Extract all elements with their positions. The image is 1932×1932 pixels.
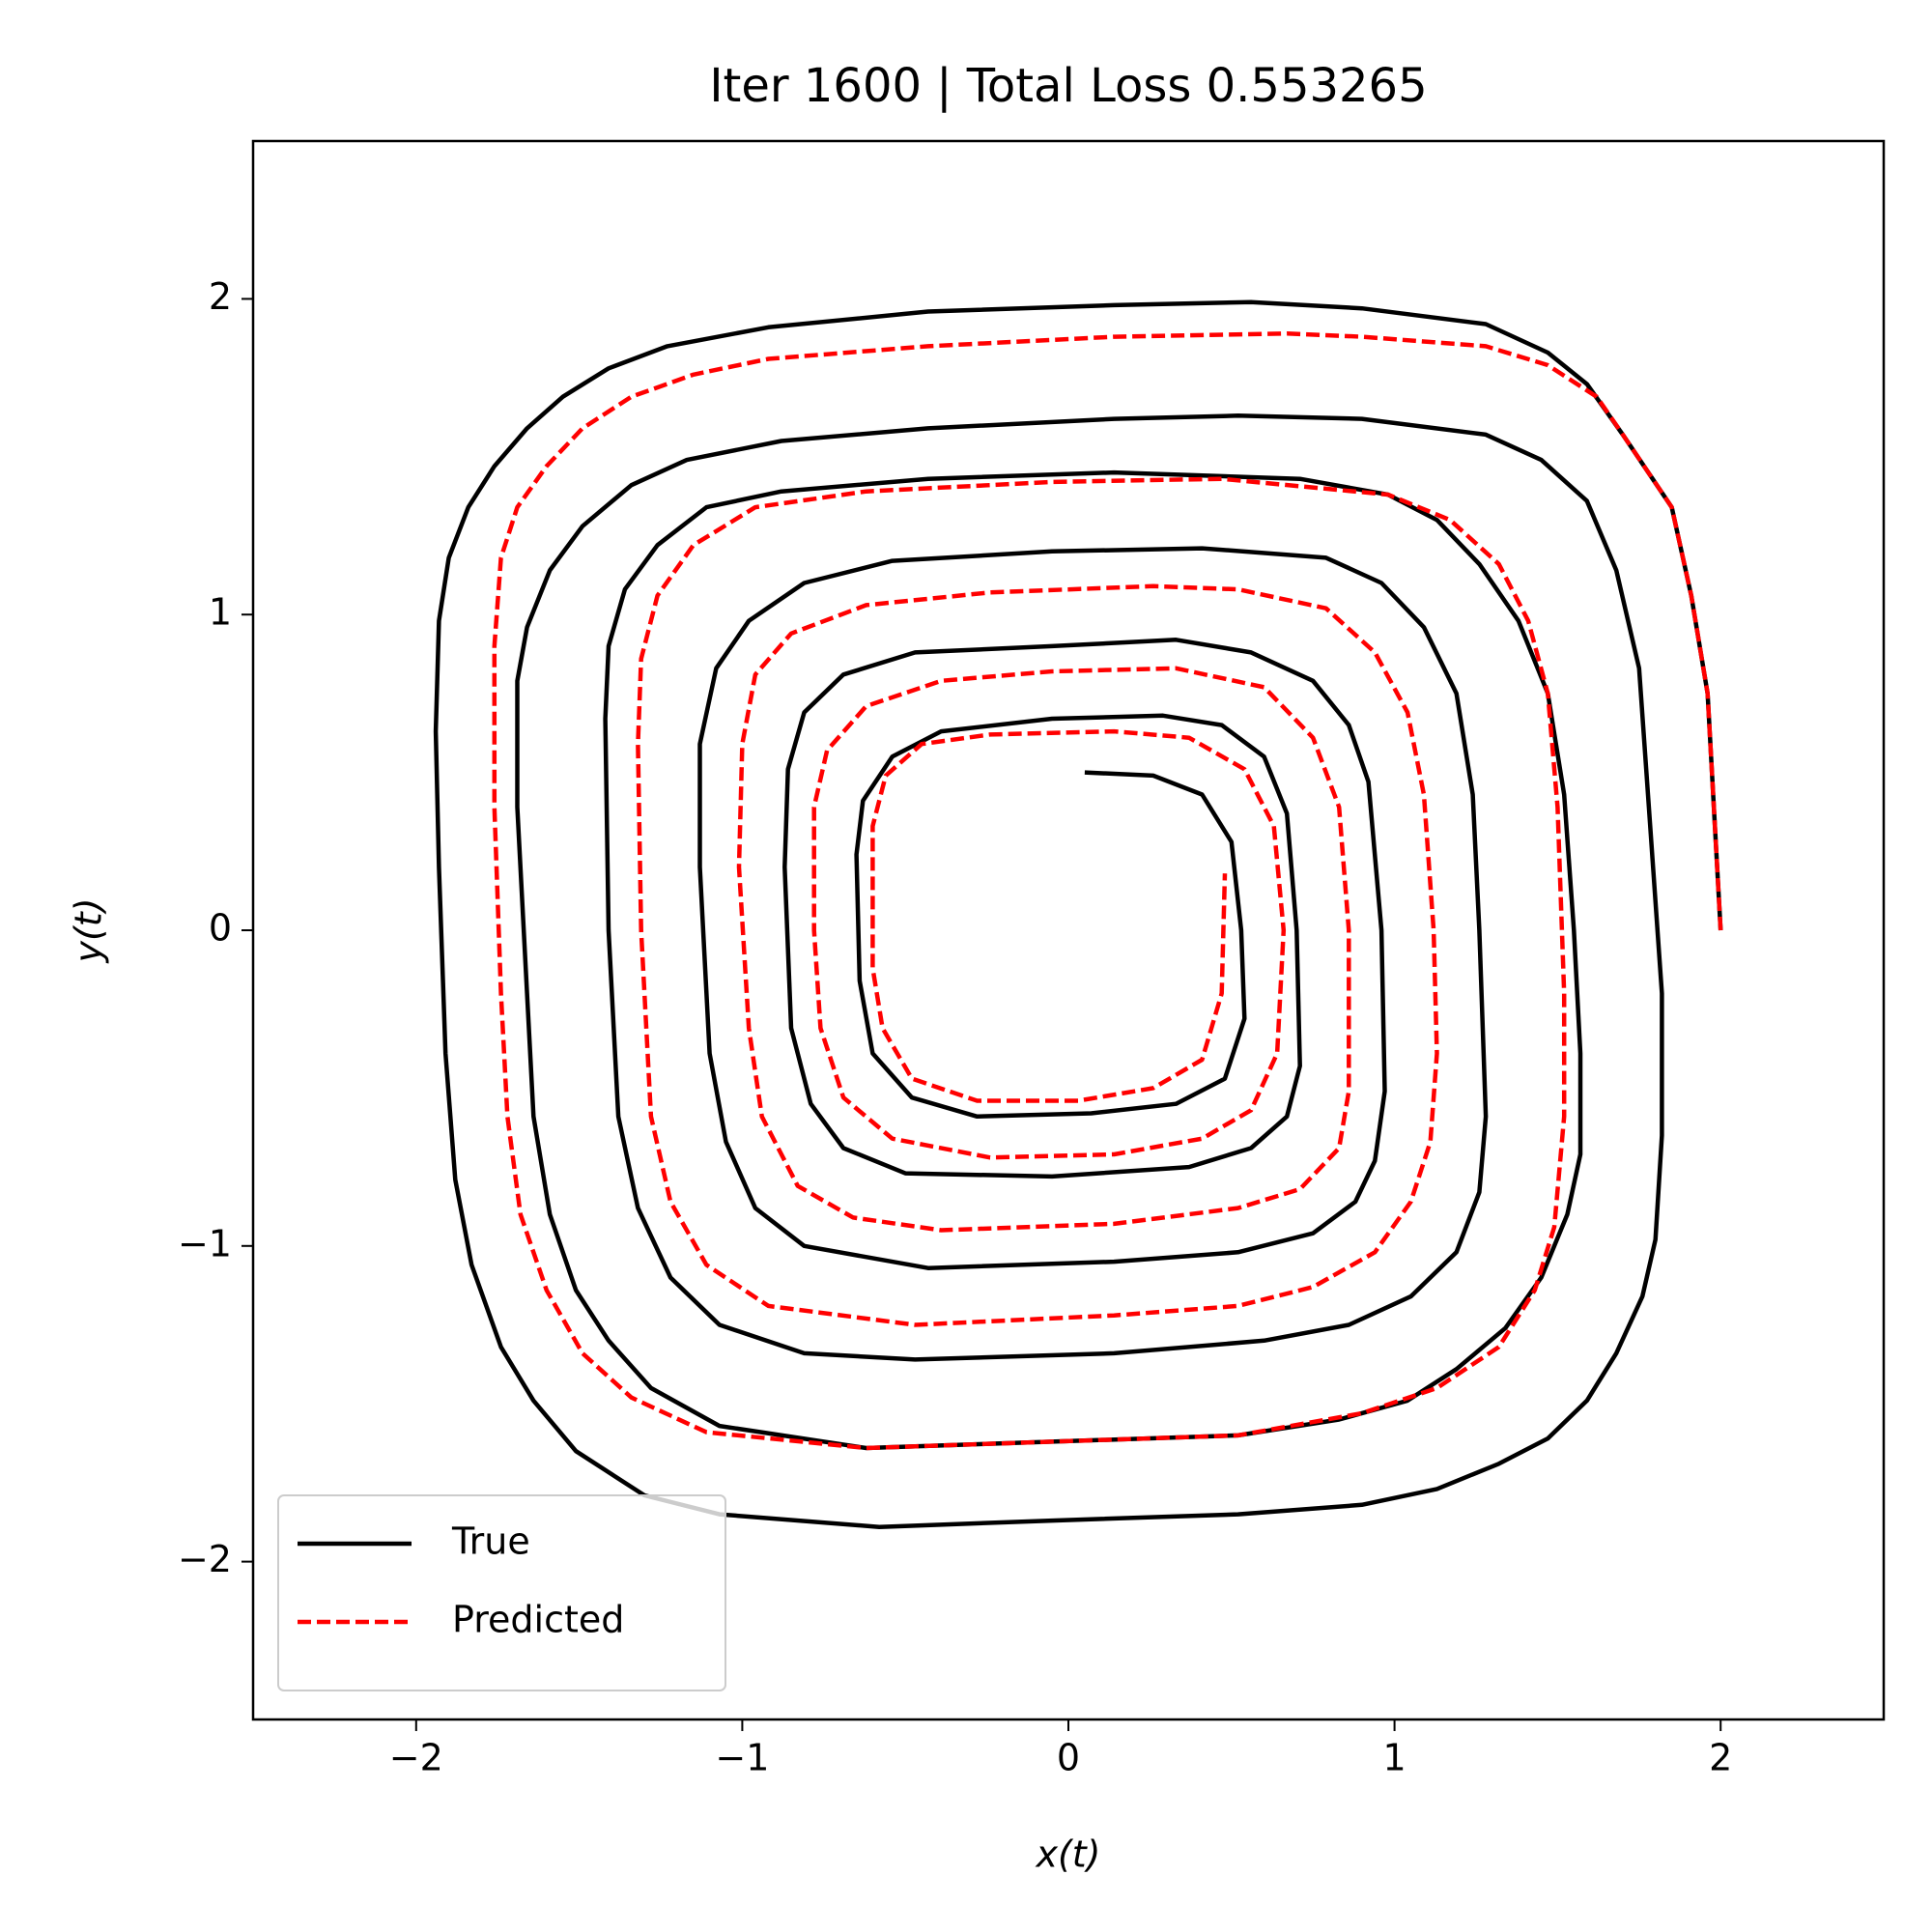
legend-label: Predicted [452, 1599, 624, 1641]
x-tick-label: 1 [1383, 1737, 1406, 1779]
x-axis-label: x(t) [1035, 1833, 1100, 1876]
legend-label: True [451, 1520, 530, 1563]
y-tick-label: −2 [178, 1538, 232, 1580]
y-axis-label: y(t) [68, 897, 110, 963]
series-line [492, 331, 1723, 1451]
plot-frame [251, 139, 1886, 1721]
series-line [433, 299, 1723, 1529]
y-tick-label: 2 [209, 275, 232, 318]
x-tick-label: 0 [1057, 1737, 1080, 1779]
chart-title: Iter 1600 | Total Loss 0.553265 [709, 59, 1427, 113]
x-tick-label: 2 [1709, 1737, 1732, 1779]
y-tick-label: 0 [209, 907, 232, 950]
y-tick-label: −1 [178, 1222, 232, 1264]
y-tick-label: 1 [209, 591, 232, 634]
x-tick-label: −2 [389, 1737, 443, 1779]
x-tick-label: −1 [715, 1737, 769, 1779]
